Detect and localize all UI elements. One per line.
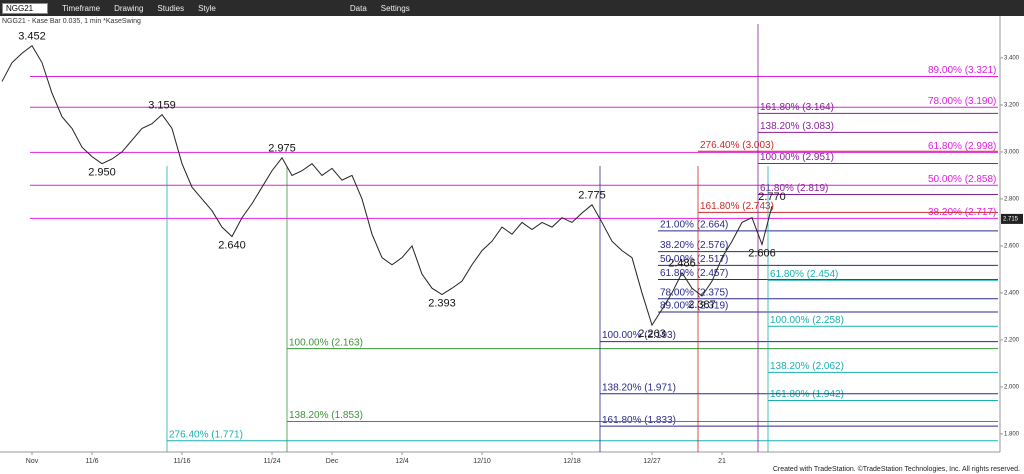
swing-label: 2.486 — [668, 258, 696, 270]
fib-label: 78.00% (3.190) — [928, 96, 996, 107]
symbol-box[interactable]: NGG21 — [2, 2, 49, 14]
fib-label: 61.80% (2.454) — [770, 269, 838, 280]
x-tick-label: 11/6 — [85, 458, 98, 465]
y-tick-label: 2.000 — [1004, 384, 1020, 390]
menu[interactable]: Drawing — [114, 3, 144, 13]
menu[interactable]: Settings — [380, 3, 410, 13]
swing-label: 2.775 — [578, 190, 606, 202]
footer: Created with TradeStation. ©TradeStation… — [773, 465, 1020, 473]
fib-label: 89.00% (2.319) — [660, 301, 728, 312]
x-tick-label: 12/10 — [473, 458, 491, 465]
swing-label: 2.975 — [268, 143, 296, 155]
fib-label: 100.00% (2.163) — [289, 337, 363, 348]
fib-label: 89.00% (3.321) — [928, 65, 996, 76]
menu[interactable]: Studies — [157, 3, 185, 13]
fib-label: 138.20% (3.083) — [760, 121, 834, 132]
price-tag — [1001, 213, 1023, 224]
x-tick-label: Nov — [26, 458, 39, 465]
chart: NGG21 - Kase Bar 0.035, 1 min *KaseSwing… — [0, 16, 1023, 473]
y-tick-label: 3.200 — [1004, 103, 1020, 109]
swing-label: 2.640 — [218, 239, 246, 251]
fib-label: 161.80% (3.164) — [760, 102, 834, 113]
swing-label: 2.263 — [638, 328, 666, 340]
swing-label: 2.950 — [88, 167, 116, 179]
fib-label: 78.00% (2.375) — [660, 287, 728, 298]
fib-label: 276.40% (1.771) — [169, 429, 243, 440]
menu[interactable]: Data — [349, 3, 367, 13]
fib-label: 21.00% (2.664) — [660, 220, 728, 231]
fib-label: 50.00% (2.858) — [928, 174, 996, 185]
fib-label: 100.00% (2.951) — [760, 152, 834, 163]
fib-label: 161.80% (1.942) — [770, 389, 844, 400]
swing-label: 3.159 — [148, 99, 176, 111]
swing-label: 2.393 — [428, 297, 456, 309]
chart-title: NGG21 - Kase Bar 0.035, 1 min *KaseSwing — [2, 18, 141, 25]
x-tick-label: 12/27 — [643, 458, 661, 465]
menu[interactable]: Timeframe — [62, 3, 101, 13]
menu[interactable]: Style — [198, 3, 216, 13]
swing-label: 3.452 — [18, 31, 46, 43]
x-tick-label: 11/16 — [174, 458, 191, 465]
fib-label: 61.80% (2.998) — [928, 141, 996, 152]
y-tick-label: 2.200 — [1004, 337, 1020, 343]
y-tick-label: 3.000 — [1004, 150, 1020, 156]
swing-label: 2.606 — [748, 247, 776, 259]
fib-label: 138.20% (1.971) — [602, 382, 676, 393]
y-tick-label: 2.400 — [1004, 291, 1020, 297]
x-tick-label: 12/4 — [395, 458, 409, 465]
fib-label: 100.00% (2.258) — [770, 315, 844, 326]
fib-label: 61.80% (2.457) — [660, 268, 728, 279]
price-line — [1, 44, 773, 327]
x-tick-label: 12/18 — [563, 458, 581, 465]
y-tick-label: 1.800 — [1004, 431, 1020, 437]
price-tag-label: 2.715 — [1003, 216, 1019, 222]
x-tick-label: 11/24 — [264, 458, 281, 465]
fib-label: 276.40% (3.003) — [700, 140, 774, 151]
fib-label: 161.80% (1.833) — [602, 415, 676, 426]
fib-label: 61.80% (2.819) — [760, 183, 828, 194]
fib-label: 100.00% (2.193) — [602, 330, 676, 341]
y-tick-label: 3.400 — [1004, 56, 1020, 62]
swing-label: 2.770 — [758, 191, 786, 203]
fib-label: 138.20% (1.853) — [289, 410, 363, 421]
toolbar: NGG21 Timeframe Drawing Studies Style Da… — [0, 0, 1024, 16]
y-tick-label: 2.800 — [1004, 197, 1020, 203]
fib-label: 50.00% (2.517) — [660, 254, 728, 265]
swing-label: 2.387 — [688, 299, 716, 311]
fib-label: 138.20% (2.062) — [770, 361, 844, 372]
x-tick-label: 21 — [718, 458, 726, 465]
fib-label: 161.80% (2.743) — [700, 201, 774, 212]
fib-label: 38.20% (2.576) — [660, 240, 728, 251]
y-tick-label: 2.600 — [1004, 244, 1020, 250]
x-tick-label: Dec — [326, 458, 339, 465]
